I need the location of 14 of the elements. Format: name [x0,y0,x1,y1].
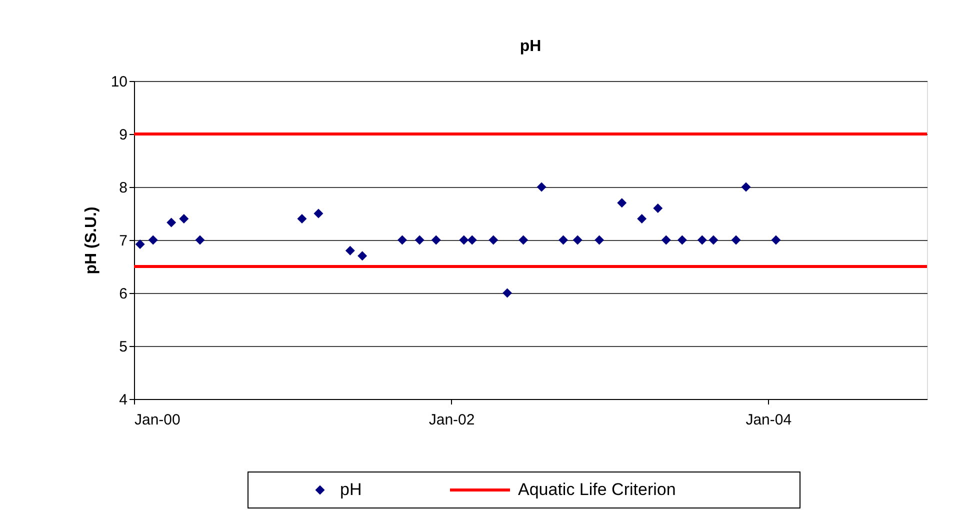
y-tick-label: 8 [119,180,128,196]
y-tick-label: 7 [119,232,128,250]
x-tick-label: Jan-04 [746,412,792,428]
y-tick-label: 6 [119,286,128,302]
legend-label: pH [340,480,362,499]
y-tick-label: 5 [119,338,128,356]
x-tick-label: Jan-02 [428,412,475,428]
y-tick-label: 9 [119,126,128,144]
legend-label: Aquatic Life Criterion [518,480,676,499]
chart-title: pH [520,38,542,55]
y-tick-label: 10 [110,74,128,90]
x-tick-label: Jan-00 [134,412,180,428]
y-tick-label: 4 [119,392,128,408]
y-axis-title: pH (S.U.) [82,206,100,274]
